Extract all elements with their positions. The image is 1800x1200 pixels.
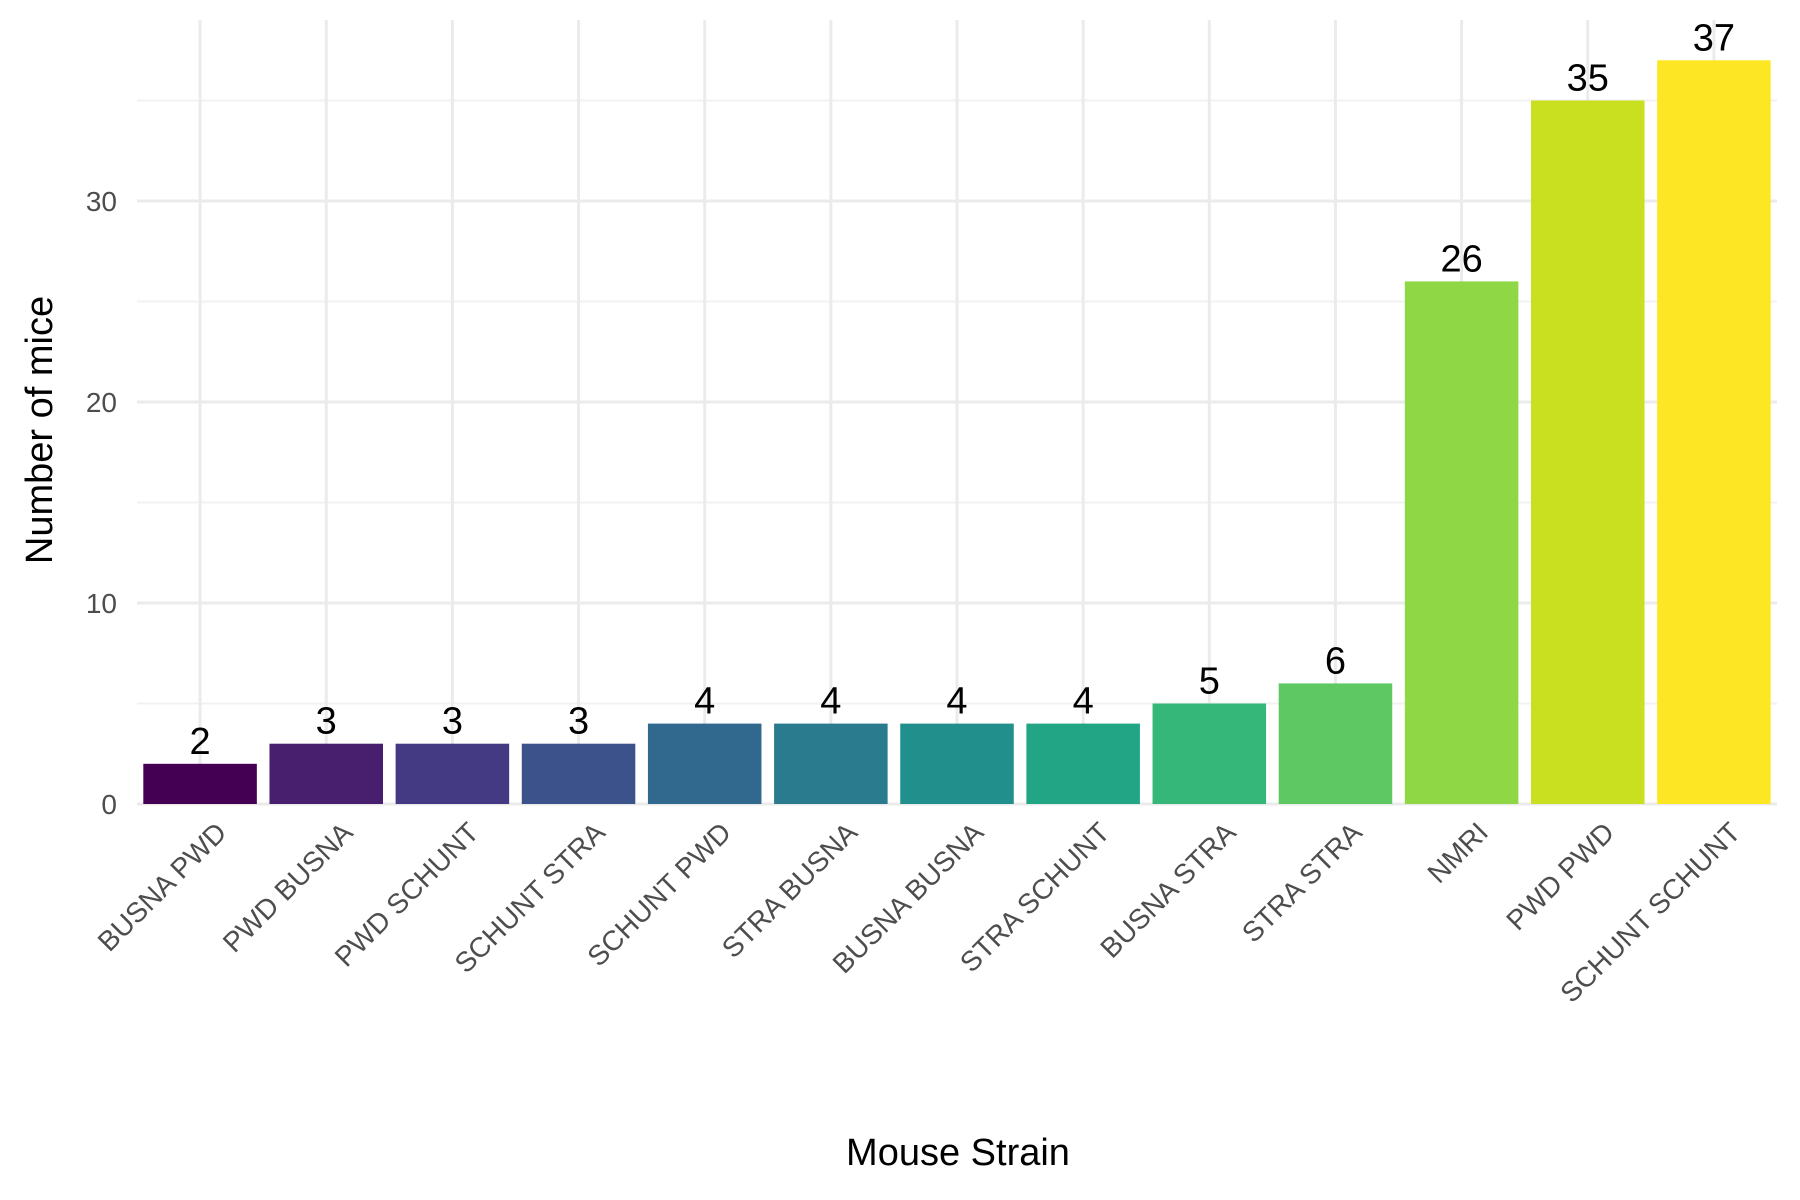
x-tick-label: PWD BUSNA	[217, 816, 359, 958]
bar	[521, 743, 636, 804]
y-tick-label: 20	[86, 387, 117, 418]
data-label: 3	[442, 701, 463, 743]
data-labels: 2 3 3 3 4 4 4 4 5 6 26 35 37	[190, 17, 1736, 763]
data-label: 26	[1440, 238, 1482, 280]
bars	[143, 60, 1771, 805]
bar	[774, 723, 888, 804]
bar	[647, 723, 762, 804]
bar	[900, 723, 1014, 804]
y-tick-label: 0	[101, 789, 117, 820]
data-label: 4	[694, 681, 715, 723]
y-axis-title: Number of mice	[19, 296, 61, 564]
bar	[143, 763, 257, 804]
bar	[1657, 60, 1771, 805]
x-tick-label: NMRI	[1421, 816, 1494, 889]
data-label: 4	[1073, 681, 1094, 723]
data-label: 37	[1693, 17, 1735, 59]
data-label: 4	[946, 681, 967, 723]
data-label: 5	[1199, 661, 1220, 703]
y-tick-label: 30	[86, 186, 117, 217]
bar	[1404, 281, 1519, 804]
x-tick-label: BUSNA PWD	[92, 816, 233, 957]
y-tick-label: 10	[86, 588, 117, 619]
x-tick-label: STRA STRA	[1236, 816, 1368, 948]
data-label: 4	[820, 681, 841, 723]
x-axis-title: Mouse Strain	[846, 1132, 1070, 1174]
bar	[1531, 100, 1645, 804]
data-label: 2	[190, 721, 211, 763]
bar	[1278, 683, 1393, 804]
bar	[1026, 723, 1140, 804]
data-label: 3	[316, 701, 337, 743]
bar	[269, 743, 383, 804]
x-tick-label: PWD PWD	[1500, 816, 1620, 936]
data-label: 3	[568, 701, 589, 743]
x-tick-label: BUSNA STRA	[1094, 816, 1242, 964]
bar	[1152, 703, 1267, 804]
data-label: 6	[1325, 640, 1346, 682]
y-axis-ticks: 0 10 20 30	[86, 186, 117, 820]
bar	[395, 743, 510, 804]
data-label: 35	[1567, 58, 1609, 100]
